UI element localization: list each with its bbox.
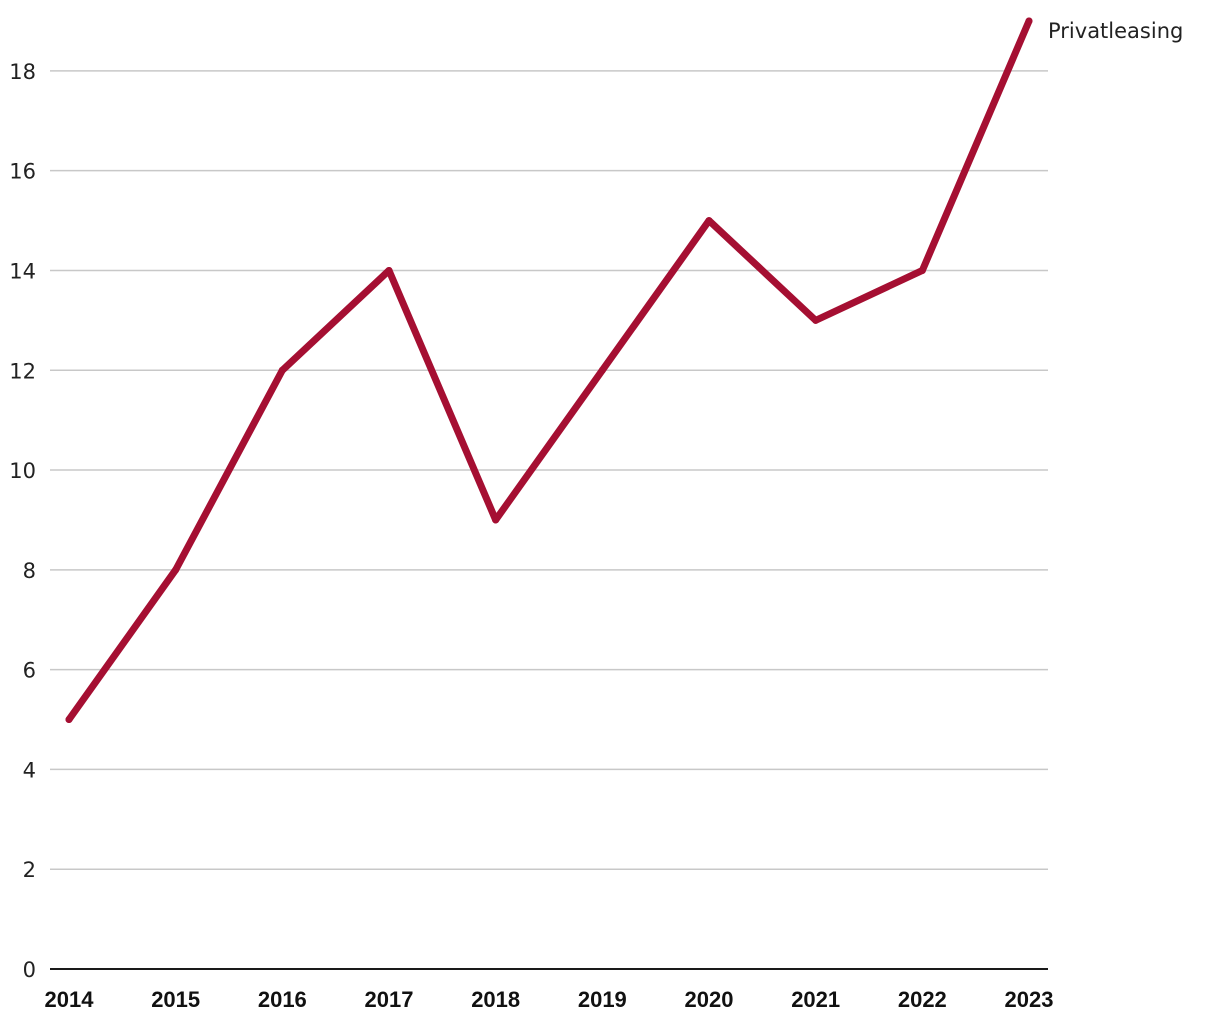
y-tick-label-16: 16: [9, 160, 36, 184]
y-tick-label-14: 14: [9, 259, 36, 283]
data-point-2020: [705, 217, 713, 225]
series-label-0: Privatleasing: [1048, 19, 1183, 43]
data-point-2015: [172, 566, 180, 574]
x-tick-label-2017: 2017: [365, 987, 414, 1012]
data-point-2014: [65, 716, 73, 724]
y-tick-label-18: 18: [9, 60, 36, 84]
x-tick-label-2023: 2023: [1005, 987, 1054, 1012]
data-point-2017: [385, 266, 393, 274]
x-tick-label-2019: 2019: [578, 987, 627, 1012]
x-axis-ticks: 2014 2015 2016 2017 2018 2019 2020 2021 2022 2023: [45, 987, 1054, 1012]
x-tick-label-2014: 2014: [45, 987, 95, 1012]
x-tick-label-2021: 2021: [791, 987, 840, 1012]
y-tick-label-10: 10: [9, 459, 36, 483]
y-tick-label-4: 4: [23, 758, 36, 782]
series-line-0: [65, 17, 1033, 724]
x-tick-label-2022: 2022: [898, 987, 947, 1012]
y-tick-label-12: 12: [9, 359, 36, 383]
x-tick-label-2020: 2020: [685, 987, 734, 1012]
data-point-2018: [492, 516, 500, 524]
series-lines: [65, 17, 1033, 724]
grid-lines: [50, 70, 1048, 870]
data-point-2023: [1025, 17, 1033, 25]
y-tick-label-6: 6: [23, 659, 36, 683]
x-tick-label-2015: 2015: [151, 987, 200, 1012]
data-point-2019: [598, 366, 606, 374]
data-point-2016: [278, 366, 286, 374]
x-tick-label-2016: 2016: [258, 987, 307, 1012]
data-point-2022: [918, 266, 926, 274]
y-axis-ticks: 0 2 4 6 8 10 12 14 16 18: [9, 60, 36, 982]
y-tick-label-8: 8: [23, 559, 36, 583]
y-tick-label-2: 2: [23, 858, 36, 882]
y-tick-label-0: 0: [23, 958, 36, 982]
series-labels: Privatleasing: [1048, 19, 1183, 43]
data-point-2021: [812, 316, 820, 324]
x-tick-label-2018: 2018: [471, 987, 520, 1012]
